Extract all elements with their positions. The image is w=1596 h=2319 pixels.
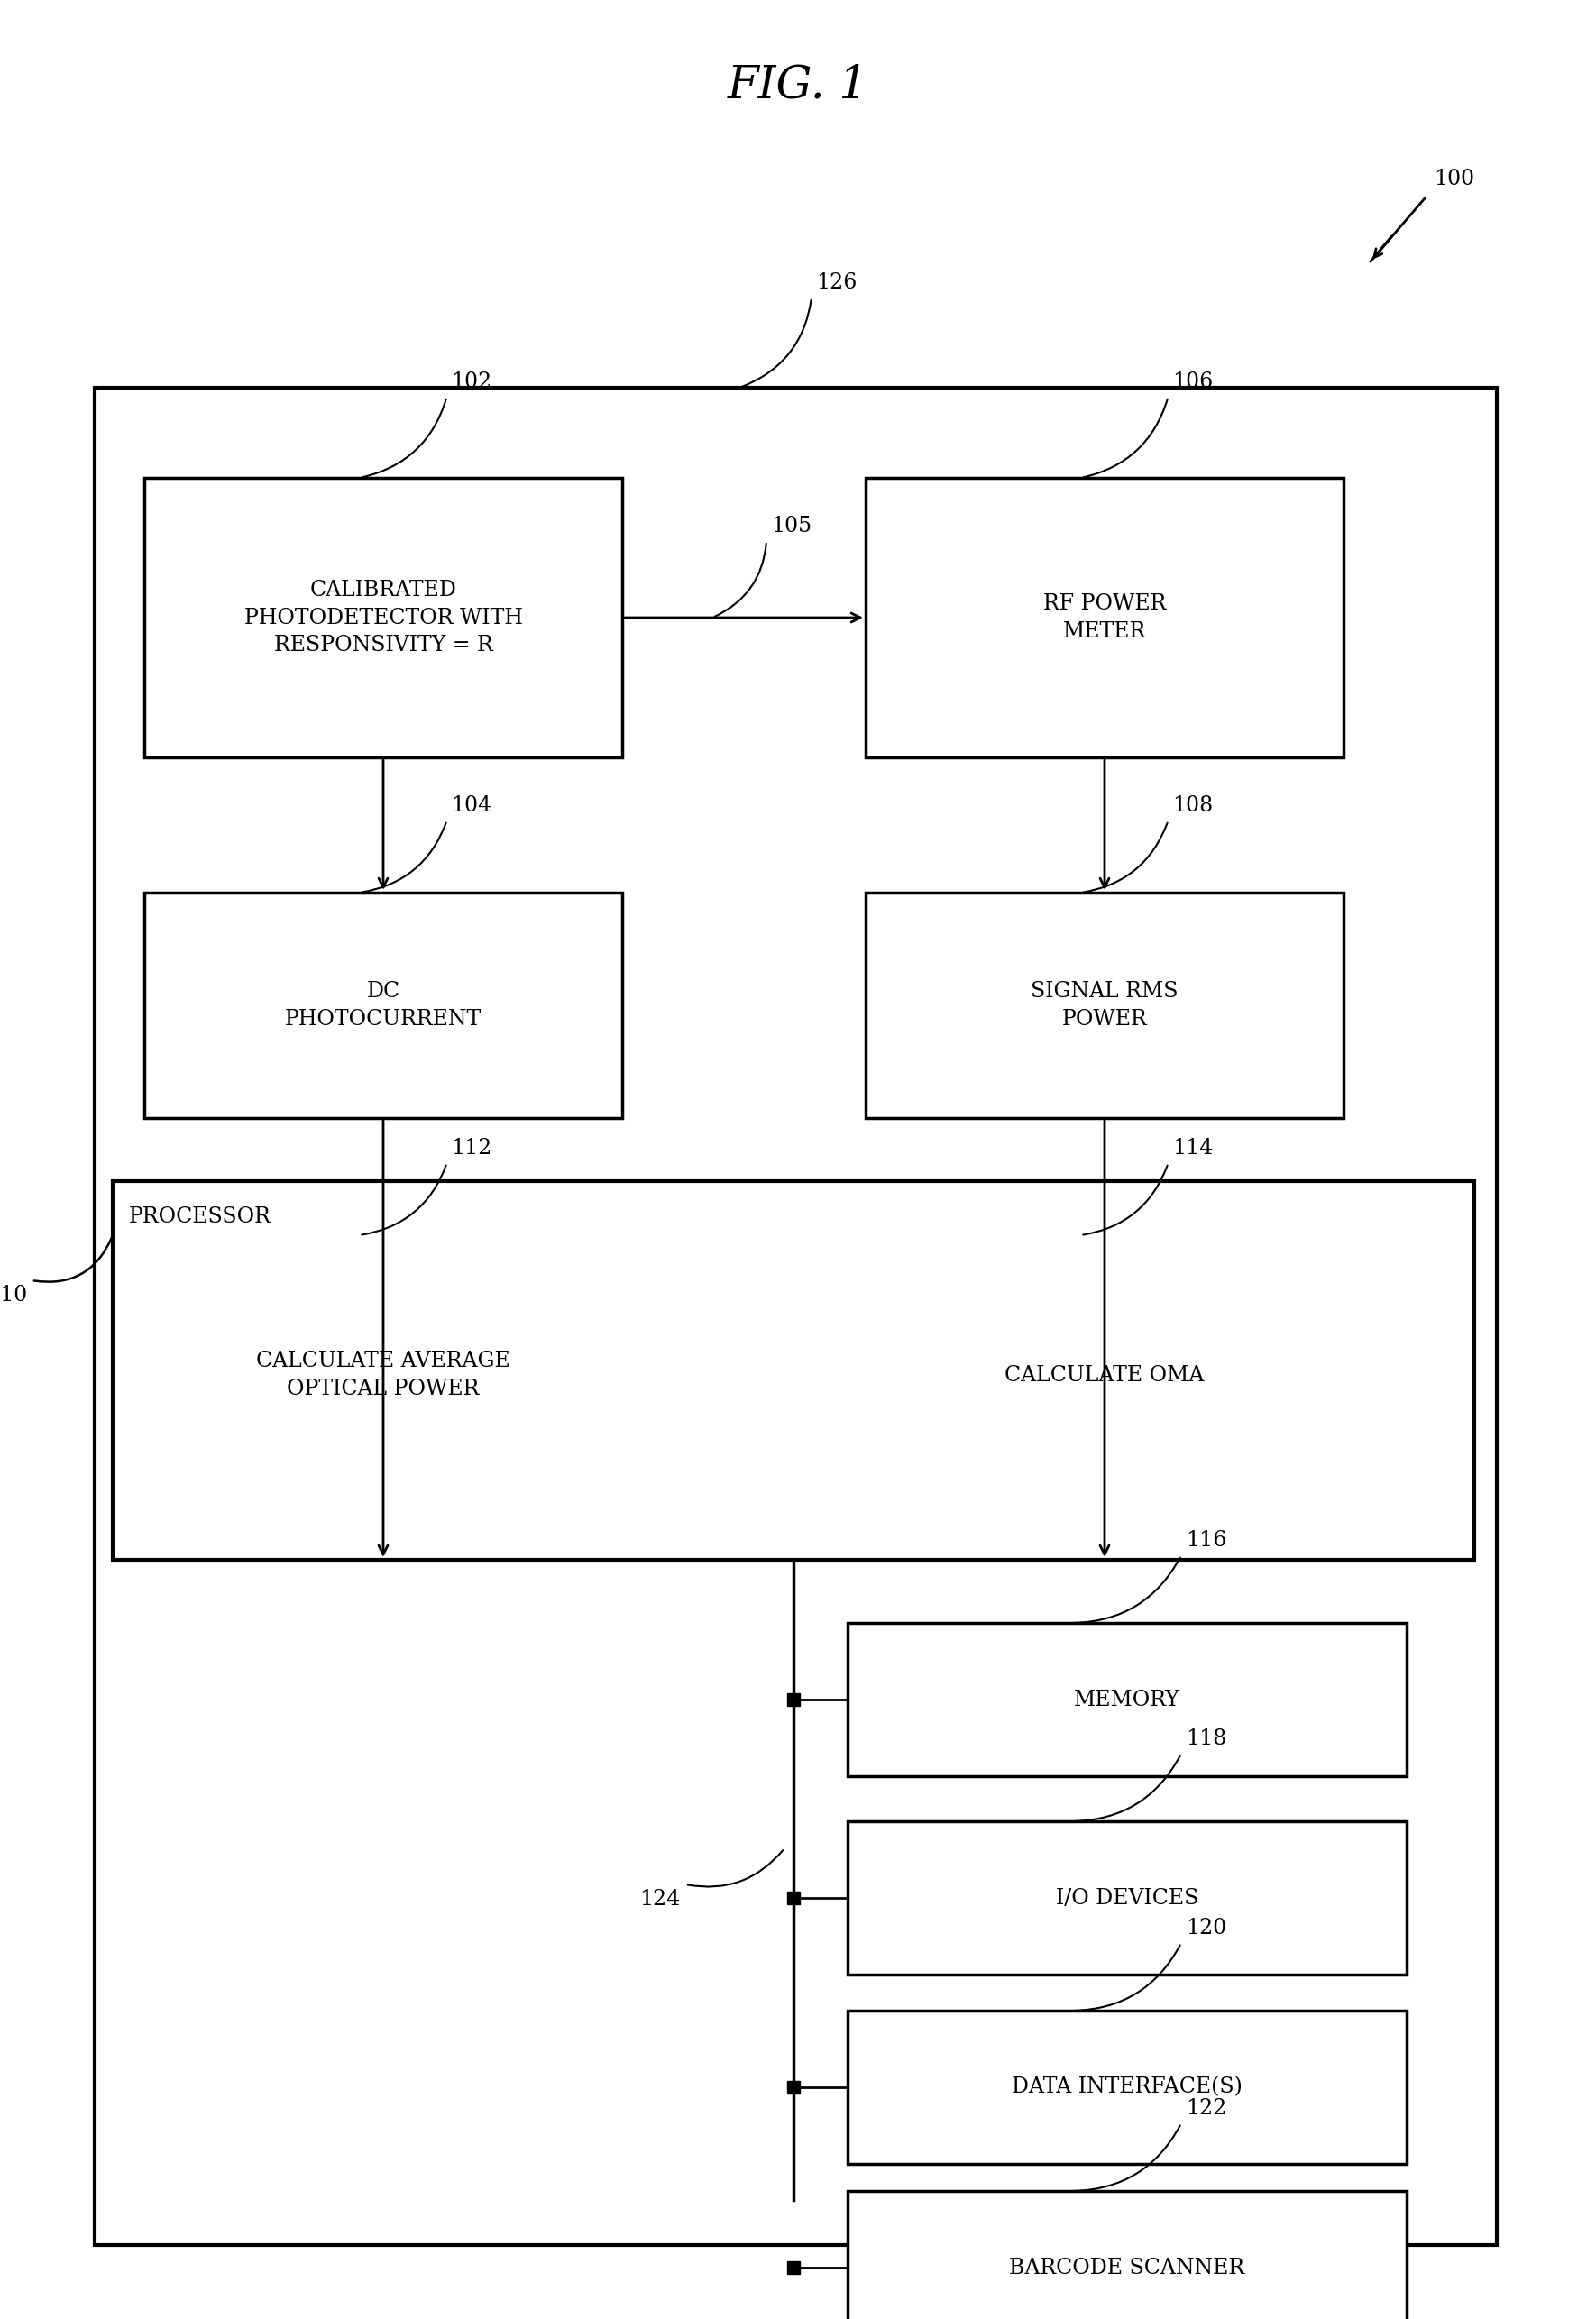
Bar [94, 387, 1497, 2245]
Text: 116: 116 [1186, 1531, 1227, 1551]
Text: 102: 102 [452, 371, 492, 392]
Text: CALCULATE OMA: CALCULATE OMA [1005, 1364, 1205, 1384]
Bar [847, 1623, 1406, 1776]
Text: FIG. 1: FIG. 1 [728, 63, 868, 109]
Bar [847, 2011, 1406, 2164]
Bar [144, 1236, 622, 1514]
Text: PROCESSOR: PROCESSOR [129, 1206, 271, 1227]
Text: 126: 126 [816, 271, 857, 292]
Text: 122: 122 [1186, 2099, 1227, 2120]
Bar [144, 478, 622, 758]
Text: 114: 114 [1173, 1139, 1213, 1160]
Text: 100: 100 [1433, 169, 1475, 190]
Bar [113, 1180, 1475, 1561]
Text: 120: 120 [1186, 1918, 1227, 1939]
Text: 105: 105 [771, 515, 812, 536]
Bar [865, 1236, 1344, 1514]
Bar [865, 478, 1344, 758]
Text: CALCULATE AVERAGE
OPTICAL POWER: CALCULATE AVERAGE OPTICAL POWER [257, 1352, 511, 1398]
Text: 108: 108 [1173, 795, 1213, 816]
Text: CALIBRATED
PHOTODETECTOR WITH
RESPONSIVITY = R: CALIBRATED PHOTODETECTOR WITH RESPONSIVI… [244, 580, 522, 656]
Text: MEMORY: MEMORY [1074, 1688, 1181, 1709]
Text: 106: 106 [1173, 371, 1213, 392]
Bar [865, 893, 1344, 1118]
Text: BARCODE SCANNER: BARCODE SCANNER [1009, 2256, 1245, 2277]
Text: 124: 124 [640, 1890, 681, 1909]
Text: 112: 112 [452, 1139, 492, 1160]
Bar [847, 2191, 1406, 2319]
Text: I/O DEVICES: I/O DEVICES [1055, 1888, 1199, 1909]
Text: DC
PHOTOCURRENT: DC PHOTOCURRENT [284, 981, 482, 1030]
Text: 104: 104 [452, 795, 492, 816]
Text: DATA INTERFACE(S): DATA INTERFACE(S) [1012, 2078, 1242, 2099]
Text: 110: 110 [0, 1285, 27, 1306]
Bar [847, 1820, 1406, 1973]
Text: RF POWER
METER: RF POWER METER [1044, 594, 1167, 642]
Text: 118: 118 [1186, 1728, 1227, 1749]
Text: SIGNAL RMS
POWER: SIGNAL RMS POWER [1031, 981, 1178, 1030]
Bar [144, 893, 622, 1118]
